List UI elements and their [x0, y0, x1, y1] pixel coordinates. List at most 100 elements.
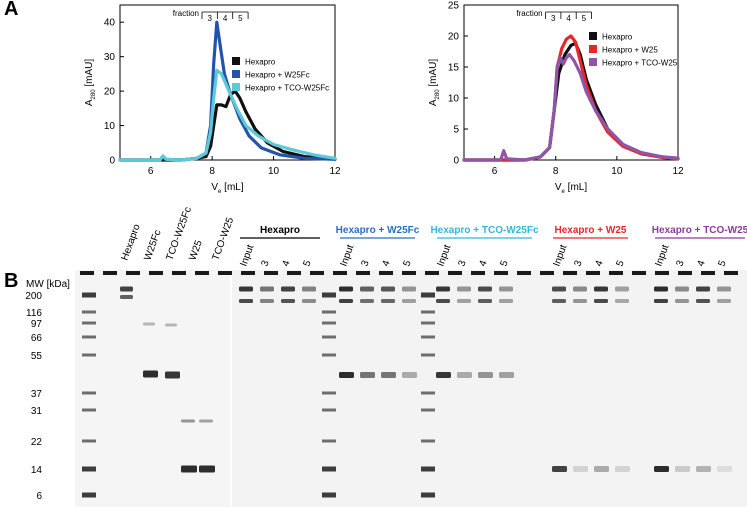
lane-label: 4 — [380, 259, 392, 268]
gel-well — [517, 271, 531, 275]
protein-band — [594, 466, 609, 472]
legend-label: Hexapro — [245, 58, 276, 67]
protein-band — [717, 286, 731, 292]
ladder-band — [82, 321, 96, 325]
mw-header: MW [kDa] — [26, 279, 70, 290]
gel-well — [218, 271, 232, 275]
mw-marker-label: 66 — [31, 333, 43, 344]
protein-band — [615, 286, 629, 292]
protein-band — [199, 419, 213, 423]
y-axis-label-unit: [mAU] — [84, 59, 95, 90]
legend-label: Hexapro + W25Fc — [245, 71, 310, 80]
protein-band — [594, 299, 608, 303]
lane-label: 3 — [572, 259, 584, 268]
protein-band — [381, 372, 396, 378]
gel-well — [494, 271, 508, 275]
protein-band — [573, 466, 588, 472]
y-tick-label: 0 — [453, 156, 459, 167]
gel-well — [402, 271, 416, 275]
protein-band — [436, 299, 450, 303]
gel-well — [632, 271, 646, 275]
gel-background-right — [232, 270, 747, 507]
protein-band — [181, 419, 195, 423]
x-axis-label-unit: [mL] — [565, 182, 587, 193]
protein-band — [696, 286, 710, 292]
y-tick-label: 15 — [448, 63, 460, 74]
ladder-band — [322, 292, 336, 298]
lane-label: 3 — [674, 259, 686, 268]
protein-band — [199, 465, 215, 473]
protein-band — [402, 299, 416, 303]
x-tick-label: 6 — [148, 166, 154, 177]
protein-band — [675, 466, 690, 472]
y-axis-label: A280 [mAU] — [428, 59, 441, 106]
lane-label: TCO-W25 — [210, 216, 236, 262]
gel-well — [310, 271, 324, 275]
protein-band — [696, 466, 711, 472]
gel-well — [655, 271, 669, 275]
x-axis-label-sub: e — [218, 189, 222, 195]
protein-band — [302, 286, 316, 292]
group-title: Hexapro + W25 — [555, 225, 627, 236]
lane-label: 3 — [359, 259, 371, 268]
x-tick-label: 6 — [492, 166, 498, 177]
protein-band — [436, 372, 451, 378]
y-tick-label: 20 — [104, 87, 116, 98]
lane-label: W25Fc — [142, 229, 163, 263]
gel-well — [356, 271, 370, 275]
group-title: Hexapro + W25Fc — [336, 225, 420, 236]
ladder-band — [421, 492, 435, 498]
protein-band — [120, 286, 133, 292]
ladder-band — [82, 408, 96, 412]
protein-band — [675, 299, 689, 303]
ladder-band — [421, 466, 435, 472]
ladder-band — [82, 310, 96, 314]
protein-band — [239, 286, 253, 292]
fraction-number: 4 — [566, 14, 571, 23]
x-axis-label-sub: e — [562, 189, 566, 195]
gel-well — [172, 271, 186, 275]
protein-band — [165, 323, 177, 327]
protein-band — [457, 286, 471, 292]
lane-label: 3 — [456, 259, 468, 268]
group-title: Hexapro + TCO-W25Fc — [430, 225, 539, 236]
ladder-band — [421, 391, 435, 395]
protein-band — [552, 466, 567, 472]
y-tick-label: 25 — [448, 1, 460, 12]
protein-band — [143, 370, 158, 378]
gel-well — [80, 271, 94, 275]
panel-label-b: B — [4, 270, 19, 292]
x-tick-label: 8 — [209, 166, 215, 177]
protein-band — [594, 286, 608, 292]
mw-marker-label: 6 — [36, 491, 42, 502]
protein-band — [281, 286, 295, 292]
ladder-band — [322, 335, 336, 339]
x-axis-label-main: V — [211, 182, 218, 193]
protein-band — [436, 286, 450, 292]
fraction-number: 5 — [238, 14, 243, 23]
gel-well — [724, 271, 738, 275]
ladder-band — [82, 391, 96, 395]
ladder-band — [322, 321, 336, 325]
y-tick-label: 5 — [453, 125, 459, 136]
protein-band — [120, 295, 133, 299]
legend-label: Hexapro + TCO-W25Fc — [245, 84, 329, 93]
x-tick-label: 10 — [268, 166, 280, 177]
fraction-number: 3 — [207, 14, 212, 23]
gel-well — [586, 271, 600, 275]
ladder-band — [322, 408, 336, 412]
gel-well — [540, 271, 554, 275]
protein-band — [360, 286, 374, 292]
y-axis-label-sub: 280 — [91, 89, 97, 100]
plot-frame — [119, 4, 336, 161]
legend-swatch — [232, 83, 240, 91]
x-axis-label-unit: [mL] — [221, 182, 243, 193]
protein-band — [260, 286, 274, 292]
ladder-band — [421, 310, 435, 314]
plot-frame — [463, 4, 679, 161]
legend-label: Hexapro — [602, 33, 633, 42]
y-axis-label: A280 [mAU] — [84, 59, 97, 106]
y-tick-label: 40 — [104, 18, 116, 29]
y-axis-label-sub: 280 — [435, 89, 441, 100]
gel-well — [264, 271, 278, 275]
